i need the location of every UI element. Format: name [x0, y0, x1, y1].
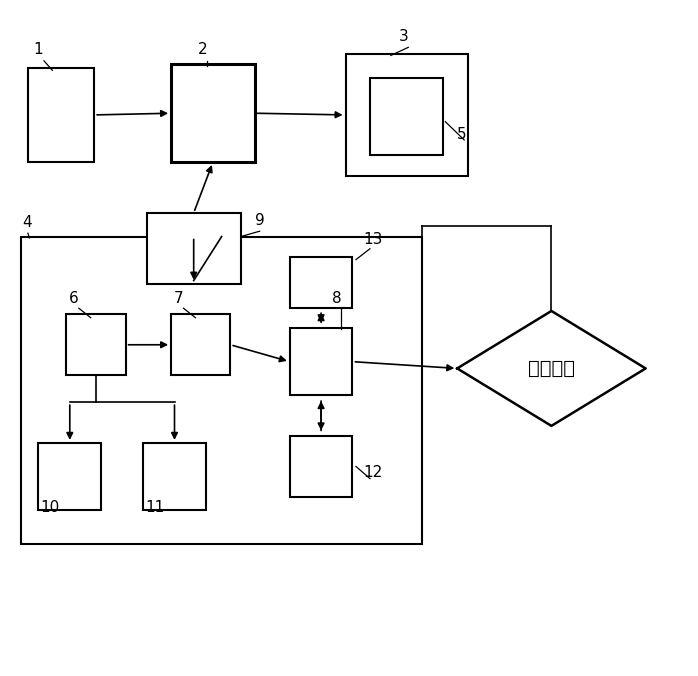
Bar: [370, 78, 443, 155]
Bar: [290, 436, 352, 497]
Bar: [143, 443, 206, 510]
Bar: [38, 443, 101, 510]
Bar: [346, 54, 468, 176]
Text: 11: 11: [145, 500, 165, 515]
Text: 13: 13: [363, 232, 383, 247]
Text: 4: 4: [22, 215, 32, 230]
Text: 7: 7: [174, 291, 184, 306]
Text: 10: 10: [40, 500, 60, 515]
Text: 3: 3: [399, 29, 409, 44]
Text: 8: 8: [332, 291, 342, 306]
Text: 9: 9: [255, 214, 265, 228]
Bar: [290, 257, 352, 308]
Text: 5: 5: [457, 127, 467, 142]
Text: 1: 1: [34, 43, 43, 57]
Text: 2: 2: [198, 43, 207, 57]
Bar: [290, 328, 352, 395]
Bar: [171, 314, 230, 375]
Text: 6: 6: [68, 291, 78, 306]
Bar: [66, 314, 126, 375]
Text: 12: 12: [363, 465, 383, 480]
Text: 是否清洗: 是否清洗: [528, 359, 575, 378]
Bar: [171, 64, 255, 162]
Bar: [28, 68, 94, 162]
Bar: [21, 237, 422, 544]
Bar: [147, 213, 241, 284]
